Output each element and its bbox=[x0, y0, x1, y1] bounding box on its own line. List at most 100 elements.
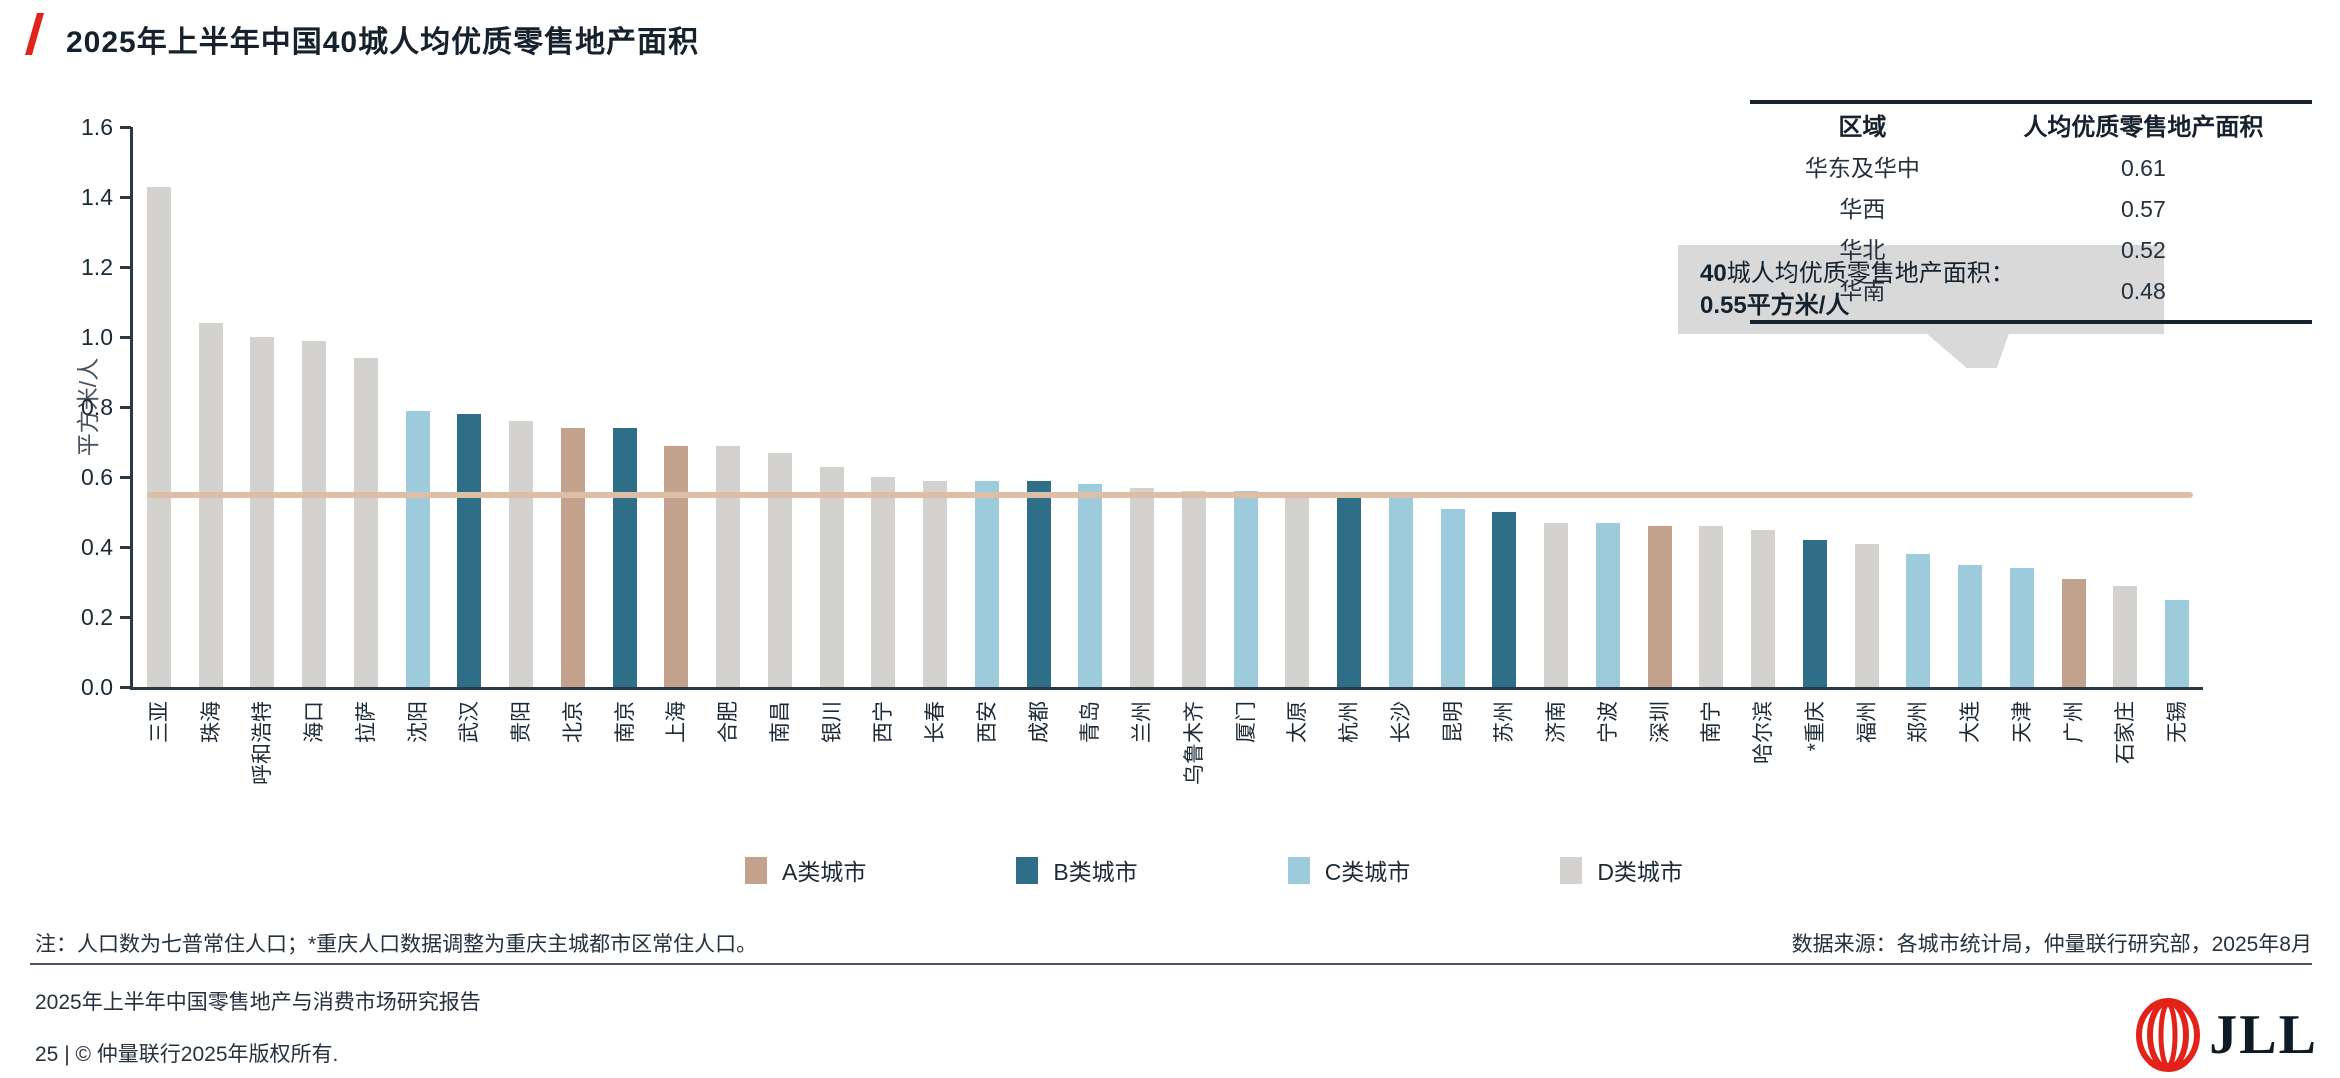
x-tick-label-text: 南昌 bbox=[768, 701, 792, 743]
x-tick-label-text: *重庆 bbox=[1803, 701, 1827, 752]
y-tick-label: 0.6 bbox=[81, 464, 113, 490]
bar-济南 bbox=[1544, 522, 1569, 687]
bar-沈阳 bbox=[405, 410, 430, 687]
footer-divider bbox=[30, 963, 2312, 965]
y-tick-label: 0.0 bbox=[81, 674, 113, 700]
x-tick-label-text: 太原 bbox=[1286, 701, 1310, 743]
value-cell: 0.57 bbox=[2121, 196, 2166, 222]
bar-西安 bbox=[974, 480, 999, 687]
value-cell: 0.52 bbox=[2121, 237, 2166, 263]
x-tick-label-text: 海口 bbox=[303, 701, 327, 743]
x-tick-label-text: 苏州 bbox=[1493, 701, 1517, 743]
region-table-body: 华东及华中 0.61 华西 0.57 华北 0.52 华南 0.48 bbox=[1750, 148, 2312, 312]
y-tick-label: 1.4 bbox=[81, 184, 113, 210]
x-tick-label-text: 三亚 bbox=[147, 701, 171, 743]
x-tick-label-text: 西宁 bbox=[872, 701, 896, 743]
bar-太原 bbox=[1285, 494, 1310, 687]
bar-西宁 bbox=[871, 477, 896, 687]
bar-杭州 bbox=[1337, 498, 1362, 687]
legend-label-C: C类城市 bbox=[1324, 859, 1411, 885]
page-number-copyright: 25 | © 仲量联行2025年版权所有. bbox=[35, 1043, 339, 1066]
x-tick-label-text: 昆明 bbox=[1441, 701, 1465, 743]
bar-深圳 bbox=[1647, 526, 1672, 687]
bar-合肥 bbox=[716, 445, 741, 687]
legend-label-D: D类城市 bbox=[1597, 859, 1683, 885]
report-title: 2025年上半年中国零售地产与消费市场研究报告 bbox=[35, 991, 481, 1014]
bar-南京 bbox=[612, 428, 637, 687]
x-tick-label-text: 杭州 bbox=[1338, 701, 1362, 743]
region-table-row-华南: 华南 0.48 bbox=[1750, 271, 2312, 312]
x-tick-label-text: 郑州 bbox=[1907, 701, 1931, 743]
bar-无锡 bbox=[2165, 599, 2190, 687]
x-tick-label-text: 乌鲁木齐 bbox=[1182, 701, 1206, 785]
x-tick-label-text: 贵阳 bbox=[510, 701, 534, 743]
x-tick-label-text: 武汉 bbox=[458, 701, 482, 743]
legend-swatch-D bbox=[1560, 856, 1583, 884]
title-accent-slash bbox=[24, 13, 45, 55]
y-tick-mark bbox=[120, 405, 131, 409]
bar-南宁 bbox=[1699, 526, 1724, 687]
y-tick-mark bbox=[120, 615, 131, 619]
bar-武汉 bbox=[457, 414, 482, 687]
bar-郑州 bbox=[1906, 554, 1931, 687]
y-tick-label: 0.8 bbox=[81, 394, 113, 420]
bar-呼和浩特 bbox=[250, 337, 275, 687]
region-table-header-region: 区域 bbox=[1838, 114, 1887, 141]
page-title: 2025年上半年中国40城人均优质零售地产面积 bbox=[66, 26, 700, 59]
x-tick-label-text: 合肥 bbox=[717, 701, 741, 743]
bar-哈尔滨 bbox=[1751, 529, 1776, 687]
bar-*重庆 bbox=[1802, 540, 1827, 687]
x-tick-label-text: 长春 bbox=[924, 701, 948, 743]
bar-长春 bbox=[923, 480, 948, 687]
y-tick-mark bbox=[120, 685, 131, 689]
legend-item-C: C类城市 bbox=[1287, 853, 1411, 887]
x-tick-label-text: 呼和浩特 bbox=[251, 701, 275, 785]
x-tick-label-text: 宁波 bbox=[1596, 701, 1620, 743]
bar-北京 bbox=[560, 428, 585, 687]
bar-三亚 bbox=[146, 186, 171, 687]
legend-label-B: B类城市 bbox=[1053, 859, 1138, 885]
region-table-row-华东及华中: 华东及华中 0.61 bbox=[1750, 148, 2312, 189]
y-tick-label: 1.0 bbox=[81, 324, 113, 350]
legend-swatch-C bbox=[1287, 856, 1310, 884]
callout-line2: 0.55平方米/人 bbox=[1700, 292, 1850, 319]
bar-兰州 bbox=[1130, 487, 1155, 687]
bar-拉萨 bbox=[353, 358, 378, 687]
y-tick-label: 0.4 bbox=[81, 534, 113, 560]
bar-长沙 bbox=[1388, 498, 1413, 687]
x-tick-label-text: 深圳 bbox=[1648, 701, 1672, 743]
y-tick-label: 1.6 bbox=[81, 114, 113, 140]
x-tick-label-text: 拉萨 bbox=[354, 701, 378, 743]
y-tick-mark bbox=[120, 545, 131, 549]
region-table-header: 区域 人均优质零售地产面积 bbox=[1750, 108, 2312, 148]
x-tick-label-text: 无锡 bbox=[2166, 701, 2190, 743]
bar-南昌 bbox=[767, 452, 792, 687]
bar-成都 bbox=[1026, 480, 1051, 687]
x-tick-label-text: 珠海 bbox=[199, 701, 223, 743]
x-tick-label-text: 成都 bbox=[1027, 701, 1051, 743]
jll-logo-text: JLL bbox=[2209, 1004, 2318, 1066]
legend-swatch-A bbox=[745, 856, 767, 884]
x-tick-label-text: 青岛 bbox=[1079, 701, 1103, 743]
x-tick-label-text: 广州 bbox=[2062, 701, 2086, 743]
callout-line1: 40城人均优质零售地产面积： bbox=[1700, 260, 2015, 287]
legend-item-A: A类城市 bbox=[745, 853, 866, 887]
bar-石家庄 bbox=[2113, 585, 2138, 687]
x-tick-label-text: 济南 bbox=[1545, 701, 1569, 743]
region-table-row-华西: 华西 0.57 bbox=[1750, 189, 2312, 230]
legend-label-A: A类城市 bbox=[782, 859, 867, 885]
data-source: 数据来源：各城市统计局，仲量联行研究部，2025年8月 bbox=[1791, 933, 2312, 956]
region-cell: 华北 bbox=[1839, 237, 1886, 263]
bar-福州 bbox=[1854, 543, 1879, 687]
bar-贵阳 bbox=[509, 421, 534, 687]
region-cell: 华东及华中 bbox=[1804, 155, 1920, 181]
x-tick-label-text: 南京 bbox=[613, 701, 637, 743]
y-tick-mark bbox=[120, 335, 131, 339]
x-tick-label-text: 长沙 bbox=[1389, 701, 1413, 743]
y-tick-mark bbox=[120, 125, 131, 129]
bar-银川 bbox=[819, 466, 844, 687]
legend-swatch-B bbox=[1016, 856, 1039, 884]
bar-海口 bbox=[302, 340, 327, 687]
x-tick-label-text: 石家庄 bbox=[2114, 701, 2138, 764]
region-table-header-value: 人均优质零售地产面积 bbox=[2023, 114, 2264, 141]
